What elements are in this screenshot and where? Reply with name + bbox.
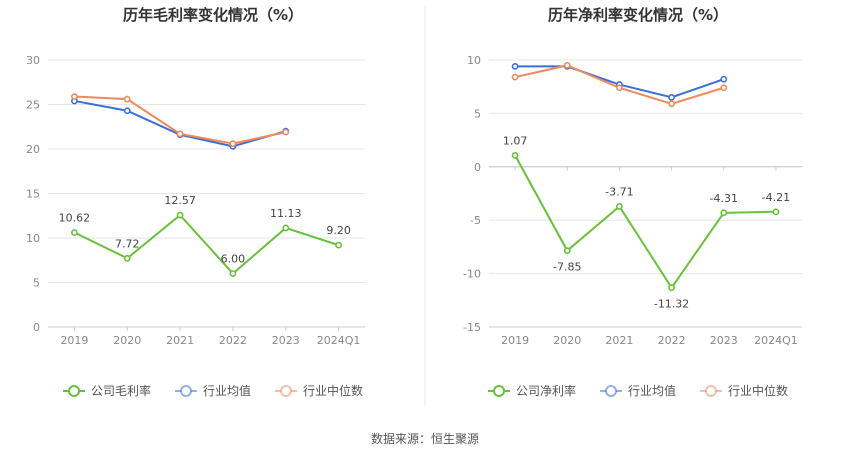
- series-industry-avg: [71, 97, 290, 150]
- x-tick-label: 2020: [113, 334, 141, 347]
- data-point: [668, 284, 675, 292]
- data-point: [720, 209, 728, 217]
- data-source-note: 数据来源：恒生聚源: [370, 432, 479, 446]
- data-point: [176, 211, 184, 219]
- data-label: -3.71: [605, 185, 633, 198]
- data-label: 11.13: [270, 207, 302, 220]
- y-tick-label: 10: [26, 232, 40, 245]
- series-line: [514, 154, 776, 290]
- data-point: [772, 208, 780, 216]
- y-tick-label: 15: [26, 188, 40, 201]
- data-label: 9.20: [326, 224, 351, 237]
- legend-item-industry-avg[interactable]: 行业均值: [175, 383, 251, 398]
- series-company: 10.62 7.72 12.57 6.00 11.13 9.20: [59, 194, 351, 277]
- data-label: 10.62: [59, 211, 91, 224]
- data-point: [720, 75, 728, 83]
- data-label: -4.31: [710, 192, 738, 205]
- series-industry-median: [71, 93, 290, 148]
- legend-label: 公司毛利率: [91, 383, 151, 398]
- data-point: [616, 203, 623, 210]
- data-point: [511, 151, 519, 159]
- x-tick-label: 2023: [272, 334, 300, 347]
- y-tick-label: 5: [474, 107, 481, 120]
- data-label: -7.85: [553, 261, 581, 274]
- data-point: [123, 95, 131, 103]
- x-tick-label: 2020: [553, 334, 581, 347]
- data-point: [563, 61, 571, 69]
- legend-marker: [280, 385, 292, 397]
- data-label: -4.21: [762, 191, 790, 204]
- legend-item-industry-avg[interactable]: 行业均值: [600, 383, 676, 398]
- data-label: -11.32: [654, 298, 689, 311]
- data-point: [720, 84, 728, 92]
- legend-marker: [180, 385, 192, 397]
- x-tick-label: 2021: [605, 334, 633, 347]
- data-point: [668, 93, 675, 101]
- series-line: [73, 213, 339, 275]
- data-point: [71, 93, 78, 100]
- y-tick-label: -10: [463, 268, 481, 281]
- data-point: [335, 241, 342, 249]
- data-label: 1.07: [503, 134, 528, 147]
- data-label: 6.00: [221, 253, 246, 266]
- legend-label: 公司净利率: [516, 383, 576, 398]
- legend-item-company[interactable]: 公司毛利率: [63, 383, 151, 398]
- chart-title: 历年毛利率变化情况（%）: [123, 6, 303, 24]
- data-point: [176, 130, 184, 138]
- x-tick-label: 2019: [60, 334, 88, 347]
- legend-label: 行业中位数: [303, 383, 363, 398]
- series-company: 1.07 -7.85 -3.71 -11.32 -4.31 -4.21: [503, 134, 790, 310]
- data-point: [282, 224, 290, 232]
- data-point: [229, 270, 237, 277]
- x-tick-label: 2023: [710, 334, 738, 347]
- data-point: [511, 73, 519, 81]
- legend-label: 行业中位数: [728, 383, 788, 398]
- legend-label: 行业均值: [203, 383, 251, 398]
- y-tick-label: -15: [463, 321, 481, 334]
- x-tick-label: 2024Q1: [754, 334, 798, 347]
- legend-marker: [493, 385, 505, 397]
- legend-marker: [68, 385, 80, 397]
- y-tick-label: 10: [467, 54, 481, 67]
- chart-net-margin: 历年净利率变化情况（%） -15 -10 -5 0 5 10 2019 2020 2021 2022…: [463, 6, 802, 398]
- y-tick-label: 30: [26, 54, 40, 67]
- chart-gross-margin: 历年毛利率变化情况（%） 0 5 10 15 20 25 30 2019 2020 2021 2022…: [26, 6, 365, 398]
- data-point: [616, 84, 623, 92]
- data-point: [511, 63, 519, 70]
- x-tick-label: 2024Q1: [317, 334, 361, 347]
- legend-item-industry-median[interactable]: 行业中位数: [700, 383, 788, 398]
- x-tick-label: 2021: [166, 334, 194, 347]
- legend-label: 行业均值: [628, 383, 676, 398]
- y-tick-label: 5: [33, 277, 40, 290]
- data-point: [668, 100, 675, 108]
- data-label: 12.57: [164, 194, 196, 207]
- legend-item-industry-median[interactable]: 行业中位数: [275, 383, 363, 398]
- data-point: [282, 128, 290, 136]
- series-industry-median: [511, 61, 728, 108]
- series-industry-avg: [511, 63, 728, 101]
- chart-title: 历年净利率变化情况（%）: [548, 6, 728, 24]
- x-tick-label: 2022: [219, 334, 247, 347]
- data-label: 7.72: [115, 237, 140, 250]
- data-point: [71, 229, 78, 236]
- x-tick-label: 2019: [501, 334, 529, 347]
- data-point: [123, 254, 131, 262]
- y-tick-label: 0: [33, 321, 40, 334]
- data-point: [123, 107, 131, 115]
- y-tick-label: 0: [474, 161, 481, 174]
- y-tick-label: 20: [26, 143, 40, 156]
- y-tick-label: 25: [26, 99, 40, 112]
- y-tick-label: -5: [470, 214, 481, 227]
- x-tick-label: 2022: [658, 334, 686, 347]
- legend-item-company[interactable]: 公司净利率: [488, 383, 576, 398]
- data-point: [563, 247, 571, 255]
- data-point: [229, 140, 237, 148]
- legend-marker: [605, 385, 617, 397]
- legend-marker: [705, 385, 717, 397]
